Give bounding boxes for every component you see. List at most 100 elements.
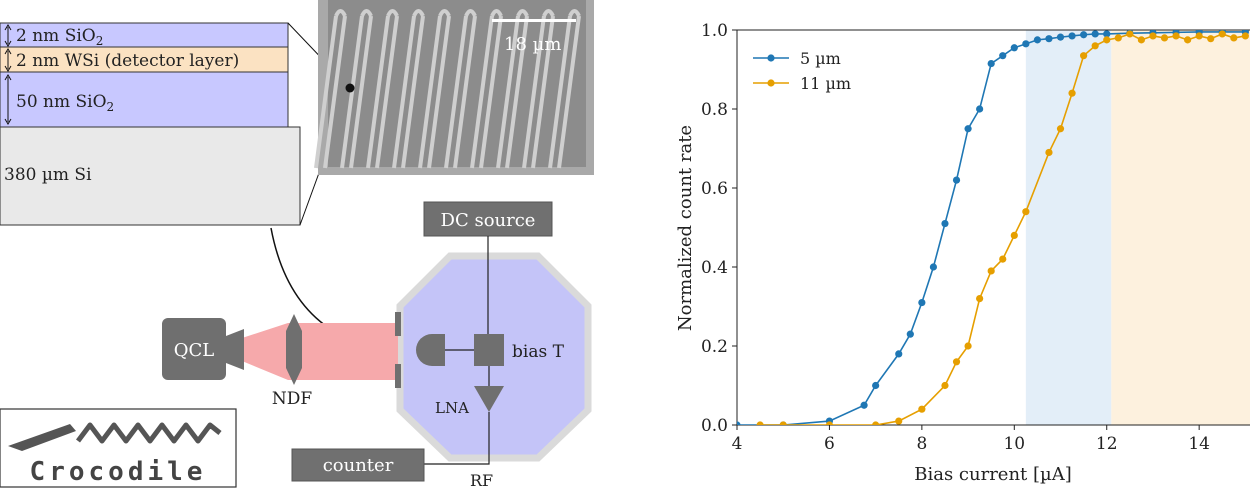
sem-nanowire (522, 15, 555, 169)
data-point-blue (952, 176, 961, 184)
detector (416, 334, 445, 366)
shaded-region-blue (1025, 30, 1112, 425)
legend-label-orange: 11 µm (800, 74, 851, 93)
data-point-orange (1137, 36, 1145, 44)
data-point-orange (1022, 208, 1030, 216)
data-point-blue (987, 59, 995, 68)
counter-box (291, 448, 425, 482)
sem-nanowire (496, 15, 529, 169)
x-tick-label: 14 (1188, 434, 1210, 454)
data-point-blue (872, 381, 880, 390)
data-point-blue (860, 401, 868, 409)
data-point-orange (1091, 42, 1099, 50)
substrate-label: 380 µm Si (4, 165, 92, 185)
data-point-orange (895, 417, 903, 425)
y-tick-label: 0.8 (701, 100, 728, 120)
thickness-arrow-1 (4, 24, 12, 47)
sem-nanowire (548, 15, 581, 169)
bias-t-label: bias T (512, 342, 565, 362)
layer-sio2-top (0, 22, 289, 48)
data-point-blue (1045, 35, 1053, 43)
logo-text: Crocodile (30, 457, 207, 487)
bias-t-box (474, 334, 504, 366)
y-tick-label: 0.0 (701, 416, 728, 436)
sem-nanowire-bend (568, 9, 581, 17)
sem-scale-label: 18 µm (504, 34, 561, 55)
logo-jaw-icon (8, 424, 76, 451)
qcl-box (162, 318, 226, 380)
series-line-blue (737, 31, 1246, 425)
data-point-orange (1045, 148, 1053, 157)
lna-amplifier (474, 386, 504, 412)
sem-nanowire (392, 15, 425, 169)
data-point-orange (1160, 34, 1169, 42)
data-point-blue (906, 330, 914, 338)
data-point-orange (1195, 32, 1203, 40)
x-axis-label: Bias current [µA] (914, 464, 1072, 485)
data-point-orange (1068, 89, 1076, 97)
setup-schematic: DC source QCL NDF bias T LNA counter RF (162, 201, 592, 490)
shaded-region-orange (1111, 30, 1250, 425)
data-point-orange (1126, 30, 1134, 38)
data-point-blue (941, 219, 949, 228)
layer2-label: 2 nm WSi (detector layer) (16, 51, 239, 71)
ndf-filter (286, 314, 302, 385)
sem-nanowire-bend (386, 9, 399, 17)
data-point-orange (1184, 36, 1192, 44)
y-axis-label: Normalized count rate (675, 125, 696, 331)
data-point-orange (872, 421, 880, 425)
sem-nanowire-bend (412, 9, 425, 17)
data-point-orange (918, 405, 926, 413)
logo-teeth-icon (76, 422, 222, 444)
data-point-orange (952, 358, 961, 366)
data-point-orange (1230, 34, 1238, 42)
legend-label-blue: 5 µm (800, 49, 841, 68)
lna-label: LNA (435, 399, 469, 417)
data-point-blue (1010, 44, 1018, 52)
y-tick-label: 0.2 (701, 337, 728, 357)
sem-nanowire-bend (360, 9, 373, 17)
layer3-label: 50 nm SiO2 (16, 92, 114, 114)
data-point-blue (1033, 36, 1042, 44)
data-point-orange (1114, 34, 1122, 42)
data-point-orange (1241, 32, 1249, 40)
sem-nanowire (366, 15, 399, 169)
data-point-blue (1103, 30, 1111, 38)
data-point-orange (756, 421, 764, 425)
chart: 4 6 8 10 12 14 0.0 0.2 0.4 0.6 0.8 1.0 Bias current… (675, 21, 1250, 485)
data-point-orange (1172, 32, 1180, 40)
data-point-orange (1207, 35, 1215, 43)
data-point-orange (1010, 231, 1018, 239)
data-point-blue (964, 125, 972, 133)
legend: 5 µm 11 µm (753, 49, 851, 93)
data-point-orange (976, 295, 984, 303)
x-tick-label: 6 (824, 434, 835, 454)
data-point-orange (941, 381, 949, 390)
x-tick-label: 4 (732, 434, 743, 454)
data-point-blue (737, 421, 741, 425)
data-point-blue (1068, 32, 1076, 40)
layer-wsi (0, 46, 289, 73)
data-point-orange (1056, 125, 1065, 133)
sem-nanowire-bend (334, 9, 347, 17)
data-point-blue (929, 263, 938, 271)
dc-source-label: DC source (441, 210, 536, 231)
counter-label: counter (323, 455, 394, 476)
legend-marker-orange (767, 79, 775, 87)
x-tick-label: 8 (916, 434, 927, 454)
ndf-label: NDF (272, 389, 313, 409)
data-point-blue (1022, 40, 1030, 48)
sem-nanowire-bend (490, 9, 503, 17)
sem-nanowire-bend (464, 9, 477, 17)
data-point-blue (1056, 33, 1065, 41)
data-point-orange (1103, 36, 1111, 44)
layer-si-substrate (0, 126, 301, 226)
data-point-orange (987, 267, 995, 275)
data-point-orange (1080, 52, 1088, 60)
sem-nanowire (418, 15, 451, 169)
layer-sio2-bottom (0, 71, 289, 128)
logo: Crocodile (0, 408, 237, 488)
sem-marker-dot (345, 83, 355, 93)
rf-label: RF (470, 471, 493, 490)
